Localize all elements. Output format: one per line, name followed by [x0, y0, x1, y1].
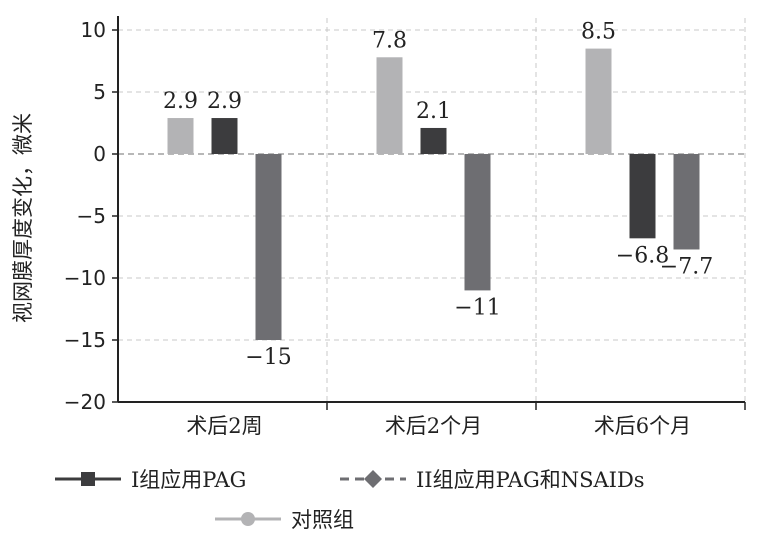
- data-label: −11: [454, 295, 500, 320]
- bar: [629, 154, 656, 239]
- bar: [585, 48, 612, 154]
- data-labels: 2.9 2.9 −15 7.8 2.1 −11 8.5 −6.8−7.7: [163, 20, 713, 370]
- legend-item: II组应用PAG和NSAIDs: [340, 468, 645, 492]
- data-label: −15: [245, 345, 291, 370]
- legend-item: 对照组: [215, 508, 354, 532]
- legend-marker-circle: [241, 512, 255, 526]
- y-tick-label: 5: [93, 80, 106, 104]
- legend-label: I组应用PAG: [131, 468, 246, 492]
- legend-marker-square: [81, 472, 95, 486]
- data-label: 2.9: [163, 89, 198, 114]
- x-tick-label: 术后2周: [186, 414, 262, 438]
- legend-item: I组应用PAG: [55, 468, 246, 492]
- data-label: 2.9: [207, 89, 242, 114]
- bars: [167, 48, 700, 340]
- legend-label: 对照组: [291, 508, 354, 532]
- y-tick-label: −15: [64, 328, 106, 352]
- legend-marker-diamond: [364, 470, 382, 488]
- y-tick-label: −5: [77, 204, 106, 228]
- bar: [167, 118, 194, 154]
- axes: [112, 16, 746, 410]
- x-tick-label: 术后2个月: [385, 414, 482, 438]
- data-label: 2.1: [416, 99, 451, 124]
- bar: [464, 154, 491, 291]
- data-label: 8.5: [581, 20, 616, 45]
- bar: [255, 154, 282, 340]
- category-labels: 术后2周 术后2个月 术后6个月: [186, 414, 691, 438]
- y-axis-label: 视网膜厚度变化，微米: [11, 113, 35, 323]
- bar: [211, 118, 238, 154]
- y-tick-label: −20: [64, 390, 106, 414]
- data-label: 7.8: [372, 28, 407, 53]
- legend-label: II组应用PAG和NSAIDs: [416, 468, 645, 492]
- legend: I组应用PAG II组应用PAG和NSAIDs 对照组: [55, 468, 645, 532]
- bar: [673, 154, 700, 250]
- y-tick-label: 10: [81, 18, 106, 42]
- bar: [376, 57, 403, 154]
- data-label: −7.7: [660, 254, 713, 279]
- y-tick-label: −10: [64, 266, 106, 290]
- x-tick-label: 术后6个月: [594, 414, 691, 438]
- bar: [420, 127, 447, 154]
- y-tick-label: 0: [93, 142, 106, 166]
- y-tick-labels: 10 5 0 −5 −10 −15 −20: [64, 18, 106, 414]
- data-label: −6.8: [616, 243, 669, 268]
